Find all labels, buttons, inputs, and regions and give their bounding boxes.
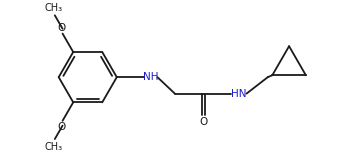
Text: HN: HN: [231, 89, 247, 99]
Text: CH₃: CH₃: [45, 3, 63, 13]
Text: O: O: [58, 23, 66, 33]
Text: CH₃: CH₃: [45, 142, 63, 152]
Text: O: O: [58, 122, 66, 132]
Text: NH: NH: [143, 72, 159, 82]
Text: O: O: [199, 117, 208, 127]
